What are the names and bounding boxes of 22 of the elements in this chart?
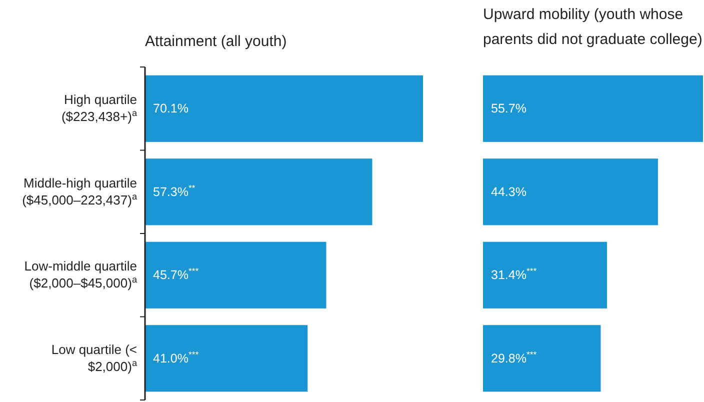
bar xyxy=(145,158,372,226)
bar xyxy=(145,325,308,392)
bar xyxy=(483,325,601,392)
y-tick-label: Middle-high quartile ($45,000–223,437)$^{a}$ xyxy=(22,175,138,208)
y-tick-label: High quartile ($223,438+)$^{a}$ xyxy=(61,92,138,124)
bar xyxy=(145,242,326,308)
data-label: 44.3% xyxy=(491,184,526,199)
data-label: 31.4%$^{***}$ xyxy=(491,266,538,282)
data-label: 45.7%$^{***}$ xyxy=(153,266,200,282)
bar xyxy=(483,75,703,142)
data-label: 55.7% xyxy=(491,102,526,116)
y-tick-label: Low quartile (< $2,000)$^{a}$ xyxy=(51,342,138,374)
chart-title: Upward mobility (youth whose parents did not graduate college) xyxy=(483,6,702,48)
data-label: 70.1% xyxy=(153,102,188,116)
bar xyxy=(483,242,608,308)
data-label: 29.8%$^{***}$ xyxy=(491,349,538,366)
data-label: 41.0%$^{***}$ xyxy=(153,349,200,366)
data-label: 57.3%$^{**}$ xyxy=(153,182,196,199)
bar xyxy=(145,75,423,142)
chart-title: Attainment (all youth) xyxy=(145,33,287,50)
y-tick-label: Low-middle quartile ($2,000–$45,000)$^{a}$ xyxy=(24,258,138,291)
bar xyxy=(483,158,658,226)
